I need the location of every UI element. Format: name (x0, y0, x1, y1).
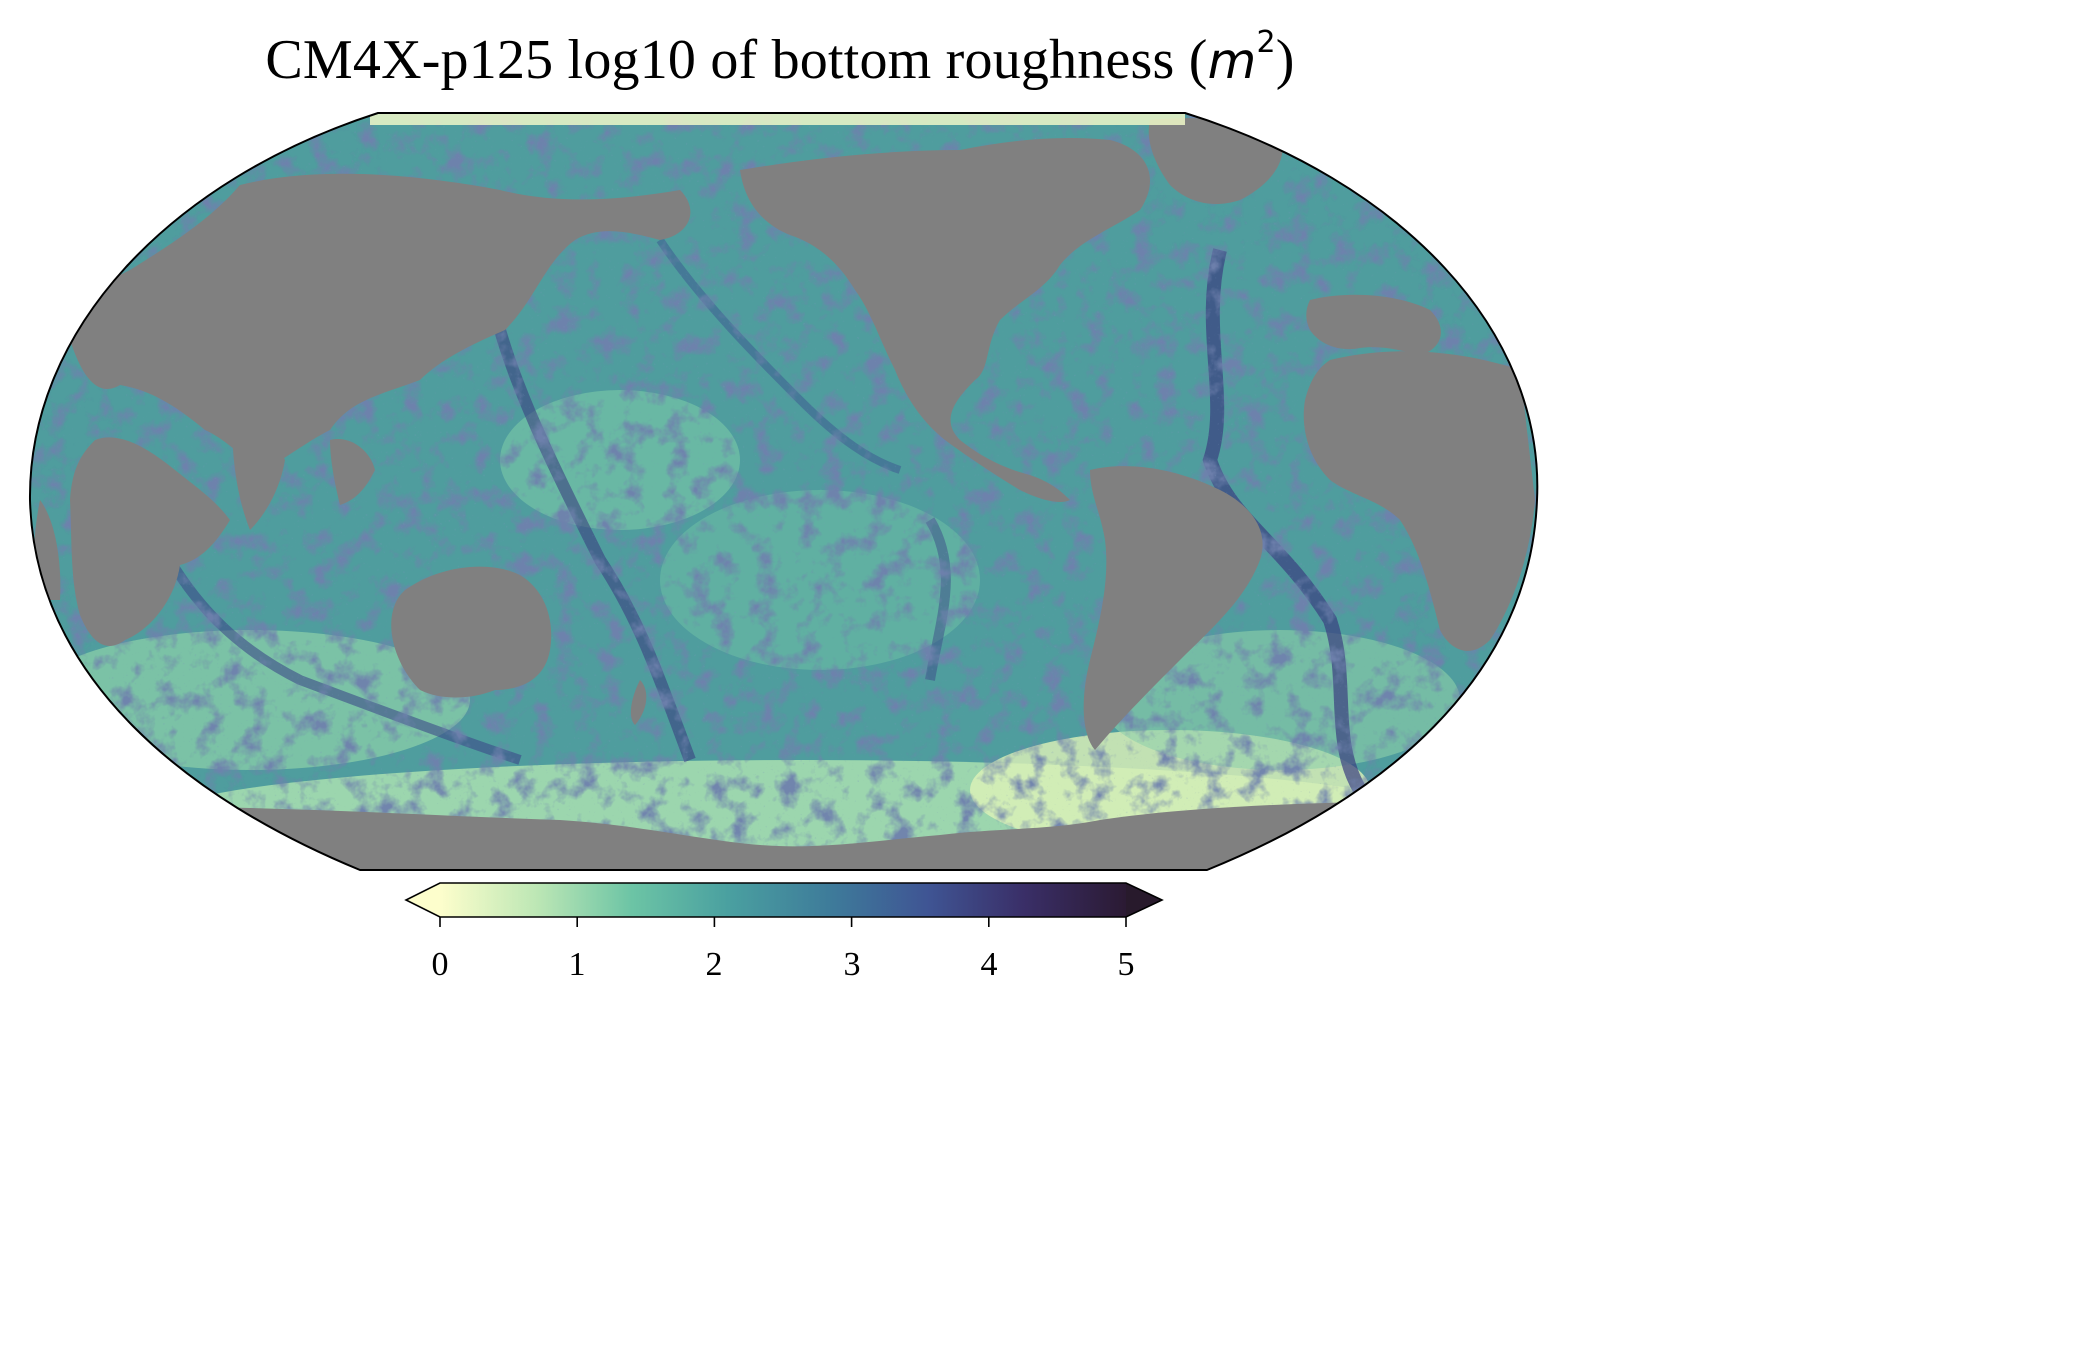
map-boundary (28, 112, 1539, 871)
map-figure (28, 112, 1539, 927)
ocean-roughness-field (29, 113, 1538, 870)
colorbar-tick-label: 0 (431, 946, 449, 983)
colorbar-tick-label: 4 (980, 946, 998, 983)
title-close-paren: ) (1275, 29, 1295, 91)
title-unit-variable: m (1207, 32, 1257, 90)
colorbar-tick-label: 2 (705, 946, 723, 983)
title-text: CM4X-p125 log10 of bottom roughness ( (265, 29, 1208, 91)
colorbar-tick-label: 1 (568, 946, 586, 983)
colorbar-tick-label: 5 (1117, 946, 1135, 983)
colorbar-tick-label: 3 (843, 946, 861, 983)
land-masses (29, 118, 1538, 870)
map-title: CM4X-p125 log10 of bottom roughness (m2) (0, 25, 1560, 92)
title-unit-exponent: 2 (1256, 25, 1276, 61)
colorbar (404, 882, 1164, 927)
